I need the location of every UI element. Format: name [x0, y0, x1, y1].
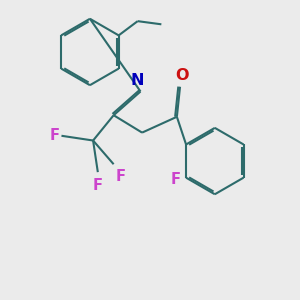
- Text: N: N: [130, 73, 144, 88]
- Text: F: F: [93, 178, 103, 193]
- Text: F: F: [170, 172, 180, 187]
- Text: F: F: [115, 169, 125, 184]
- Text: F: F: [50, 128, 60, 143]
- Text: O: O: [175, 68, 188, 83]
